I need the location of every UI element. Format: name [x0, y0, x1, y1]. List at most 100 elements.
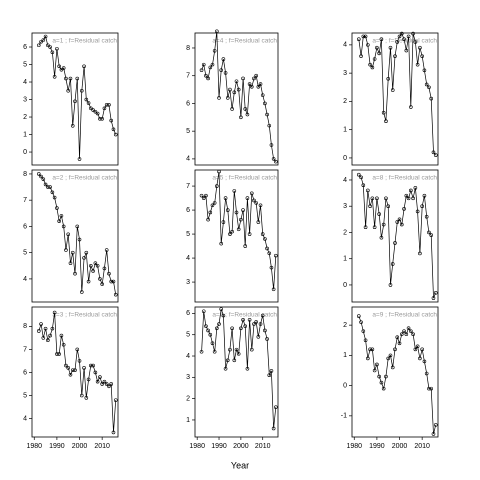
- data-point: [36, 43, 41, 48]
- data-point: [404, 332, 409, 337]
- data-point: [368, 62, 372, 67]
- y-tick-label: 6: [23, 369, 27, 376]
- data-point: [249, 191, 254, 196]
- panel-title: a=3 ; f=Residual catch: [52, 312, 117, 319]
- y-tick-label: 7: [23, 197, 27, 204]
- data-point: [267, 373, 272, 377]
- data-point: [406, 326, 411, 330]
- data-point: [43, 34, 48, 39]
- data-point: [41, 177, 46, 181]
- data-point: [356, 172, 361, 177]
- data-point: [70, 123, 75, 128]
- data-point: [215, 326, 219, 331]
- data-point: [420, 347, 424, 352]
- data-point: [61, 66, 66, 70]
- panel: a=5 ; f=Residual catch 3 4 5 6 7: [186, 169, 279, 303]
- data-point: [70, 250, 75, 255]
- data-point: [79, 88, 84, 93]
- y-tick-label: 6: [186, 207, 190, 214]
- data-point: [199, 68, 204, 72]
- data-point: [274, 405, 278, 409]
- series-line: [358, 174, 437, 299]
- panel: a=3 ; f=Residual catch 4 5 6 7 8 1980 1990 2000 2…: [23, 306, 119, 450]
- data-point: [418, 45, 422, 50]
- data-point: [75, 76, 80, 81]
- panel: a=9 ; f=Residual catch -1 0 1 2 1980 1990 2000 2…: [341, 306, 439, 450]
- data-point: [422, 359, 427, 364]
- data-point: [363, 338, 368, 343]
- data-point: [46, 43, 50, 48]
- data-point: [377, 374, 381, 379]
- panel-title: a=6 ; f=Residual catch: [212, 312, 277, 319]
- data-point: [359, 54, 363, 58]
- data-point: [111, 127, 116, 132]
- data-point: [356, 314, 361, 318]
- panel: a=2 ; f=Residual catch 4 5 6 7 8: [23, 169, 119, 303]
- data-point: [84, 97, 89, 102]
- data-point: [433, 423, 438, 427]
- data-point: [41, 336, 46, 340]
- data-point: [236, 87, 241, 92]
- y-tick-label: 5: [186, 332, 190, 339]
- y-tick-label: 8: [23, 323, 27, 330]
- data-point: [361, 183, 366, 188]
- panel: a=1 ; f=Residual catch 0 1 2 3 4 5 6: [23, 32, 119, 166]
- data-point: [61, 343, 66, 347]
- data-point: [406, 196, 411, 201]
- data-point: [82, 366, 86, 370]
- data-point: [254, 201, 258, 205]
- data-point: [57, 219, 61, 223]
- data-point: [420, 54, 424, 58]
- data-point: [245, 196, 250, 200]
- data-point: [377, 51, 381, 56]
- data-point: [228, 87, 232, 92]
- data-point: [424, 214, 429, 219]
- data-point: [36, 172, 41, 176]
- data-point: [52, 195, 57, 200]
- x-tick-label: 1980: [26, 443, 42, 450]
- data-point: [420, 204, 424, 209]
- data-point: [93, 370, 98, 375]
- series-line: [38, 312, 117, 433]
- panel-title: a=5 ; f=Residual catch: [212, 175, 277, 182]
- data-point: [221, 313, 226, 318]
- data-point: [223, 367, 228, 371]
- data-point: [239, 115, 243, 120]
- data-point: [210, 341, 215, 346]
- y-tick-label: 2: [343, 98, 347, 105]
- data-point: [386, 356, 391, 361]
- y-tick-label: 0: [343, 282, 347, 289]
- y-tick-label: 0: [343, 382, 347, 389]
- data-point: [221, 57, 226, 61]
- data-point: [55, 352, 59, 356]
- data-point: [375, 196, 379, 201]
- data-point: [221, 220, 226, 224]
- y-tick-label: 4: [23, 276, 27, 283]
- data-point: [219, 68, 224, 72]
- data-point: [70, 368, 75, 372]
- data-point: [370, 65, 375, 70]
- x-tick-label: 2010: [414, 443, 430, 450]
- data-point: [267, 123, 272, 128]
- data-point: [52, 310, 57, 315]
- y-tick-label: 5: [23, 61, 27, 68]
- data-point: [77, 359, 82, 363]
- data-point: [241, 317, 245, 322]
- data-point: [379, 37, 384, 42]
- data-point: [393, 54, 397, 58]
- data-point: [215, 29, 219, 34]
- x-tick-label: 2000: [72, 443, 88, 450]
- data-point: [269, 143, 274, 147]
- data-point: [84, 396, 89, 400]
- data-point: [98, 375, 102, 379]
- data-point: [254, 73, 258, 78]
- data-point: [95, 263, 100, 268]
- data-point: [267, 251, 272, 256]
- data-point: [201, 196, 206, 200]
- data-point: [422, 68, 427, 73]
- x-tick-label: 1980: [346, 443, 362, 450]
- data-point: [269, 265, 274, 270]
- data-point: [79, 290, 84, 294]
- data-point: [361, 34, 366, 39]
- y-tick-label: 3: [343, 70, 347, 77]
